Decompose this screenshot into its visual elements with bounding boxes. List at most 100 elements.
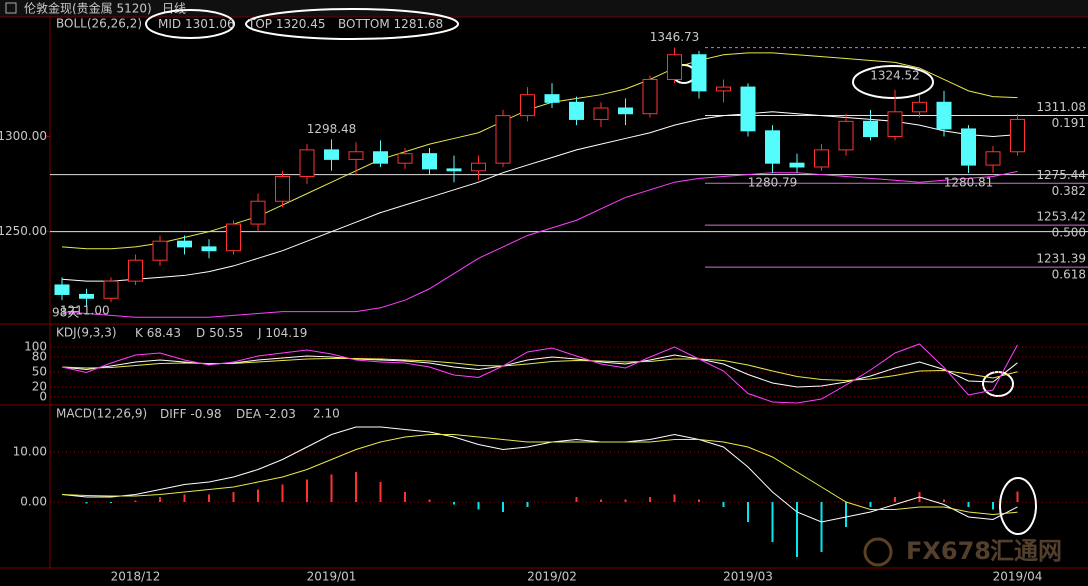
instrument-title: 伦敦金现(贵金属 5120) <box>24 1 152 16</box>
extreme-label: 1346.73 <box>650 30 700 44</box>
legend-value: 1281.68 <box>394 17 444 31</box>
candle-body <box>838 120 854 151</box>
indicator-line <box>61 111 1018 282</box>
watermark-logo <box>863 537 893 567</box>
candle-body <box>912 101 927 113</box>
legend-name: DIFF <box>160 407 187 421</box>
highlight-circle <box>999 477 1037 535</box>
level-value: 1311.08 <box>1036 100 1086 114</box>
candle-body <box>446 168 462 172</box>
x-tick-label: 2018/12 <box>111 570 161 584</box>
legend-entry: TOP 1320.45 <box>247 17 325 31</box>
highlight-circle <box>245 8 459 40</box>
x-tick-label: 2019/02 <box>527 570 577 584</box>
legend-name: BOTTOM <box>338 17 390 31</box>
legend-entry: J 104.19 <box>257 326 307 340</box>
candle-body <box>422 153 437 170</box>
candle-body <box>79 293 94 299</box>
y-tick-label: 20 <box>32 380 47 394</box>
indicator-title: BOLL(26,26,2) <box>56 17 142 31</box>
candle-body <box>177 240 192 248</box>
highlight-circle <box>852 65 934 99</box>
indicator-line <box>61 52 1018 250</box>
candle-body <box>985 151 1001 166</box>
legend-entry: DIFF -0.98 <box>160 407 221 421</box>
candle-body <box>667 54 682 80</box>
extreme-label: 1280.81 <box>944 176 994 190</box>
legend-name: TOP <box>247 17 272 31</box>
level-value: 1231.39 <box>1036 252 1086 266</box>
level-value: 1275.44 <box>1036 168 1086 182</box>
x-tick-label: 2019/04 <box>993 570 1043 584</box>
candle-body <box>544 94 560 103</box>
menu-icon[interactable] <box>5 2 17 14</box>
watermark: FX678 <box>906 537 991 565</box>
candle-body <box>642 78 658 115</box>
candle-body <box>250 200 266 225</box>
y-tick-label: 1250.00 <box>0 224 47 238</box>
level-ratio: 0.500 <box>1052 226 1086 240</box>
level-value: 1253.42 <box>1036 210 1086 224</box>
candle-body <box>397 153 413 164</box>
candle-body <box>765 130 780 164</box>
legend-entry: MID 1301.06 <box>158 17 235 31</box>
low-annotation: 1211.00 <box>60 303 110 317</box>
legend-name: DEA <box>236 407 262 421</box>
candle-body <box>863 120 878 138</box>
y-tick-label: 0 <box>39 390 47 404</box>
legend-value: 68.43 <box>147 326 181 340</box>
legend-value: 2.10 <box>313 407 340 421</box>
legend-value: 1301.06 <box>185 17 235 31</box>
x-tick-label: 2019/01 <box>307 570 357 584</box>
legend-entry: D 50.55 <box>196 326 243 340</box>
extreme-label: 1298.48 <box>307 122 357 136</box>
indicator-title: MACD(12,26,9) <box>56 407 147 421</box>
legend-entry: BOTTOM 1281.68 <box>338 17 443 31</box>
legend-name: MID <box>158 17 181 31</box>
title-bar <box>0 0 1088 17</box>
candle-body <box>1010 118 1025 153</box>
candle-body <box>128 259 143 282</box>
indicator-line <box>61 343 1018 404</box>
candle-body <box>201 246 217 252</box>
extreme-label: 1280.79 <box>748 176 798 190</box>
y-tick-label: 0.00 <box>20 495 47 509</box>
y-tick-label: 80 <box>32 350 47 364</box>
candle-body <box>226 223 241 252</box>
candle-body <box>618 107 633 115</box>
candle-body <box>373 151 388 164</box>
period-selector[interactable]: 日线 <box>162 2 186 16</box>
legend-value: 50.55 <box>209 326 243 340</box>
candle-body <box>495 115 511 164</box>
candle-body <box>152 240 168 261</box>
candle-body <box>275 176 290 202</box>
candle-body <box>348 151 364 160</box>
level-ratio: 0.382 <box>1052 184 1086 198</box>
candle-body <box>103 280 119 299</box>
candle-body <box>961 128 976 166</box>
indicator-line <box>61 170 1018 318</box>
y-tick-label: 50 <box>32 365 47 379</box>
legend-name: J <box>257 326 262 340</box>
y-tick-label: 10.00 <box>13 445 47 459</box>
legend-value: 1320.45 <box>276 17 326 31</box>
candle-body <box>54 284 70 295</box>
x-tick-label: 2019/03 <box>723 570 773 584</box>
candle-body <box>716 86 731 92</box>
candle-body <box>740 86 756 132</box>
legend-name: D <box>196 326 205 340</box>
candle-body <box>789 162 805 168</box>
candle-body <box>814 149 829 168</box>
candle-body <box>887 111 903 138</box>
y-tick-label: 1300.00 <box>0 129 47 143</box>
candle-body <box>569 101 584 120</box>
legend-entry: DEA -2.03 <box>236 407 296 421</box>
indicator-line <box>61 426 1018 523</box>
candle-body <box>471 162 486 172</box>
indicator-title: KDJ(9,3,3) <box>56 326 117 340</box>
y-tick-label: 100 <box>24 340 47 354</box>
candle-body <box>520 94 535 117</box>
candle-body <box>691 54 707 92</box>
highlight-circle <box>145 9 235 39</box>
